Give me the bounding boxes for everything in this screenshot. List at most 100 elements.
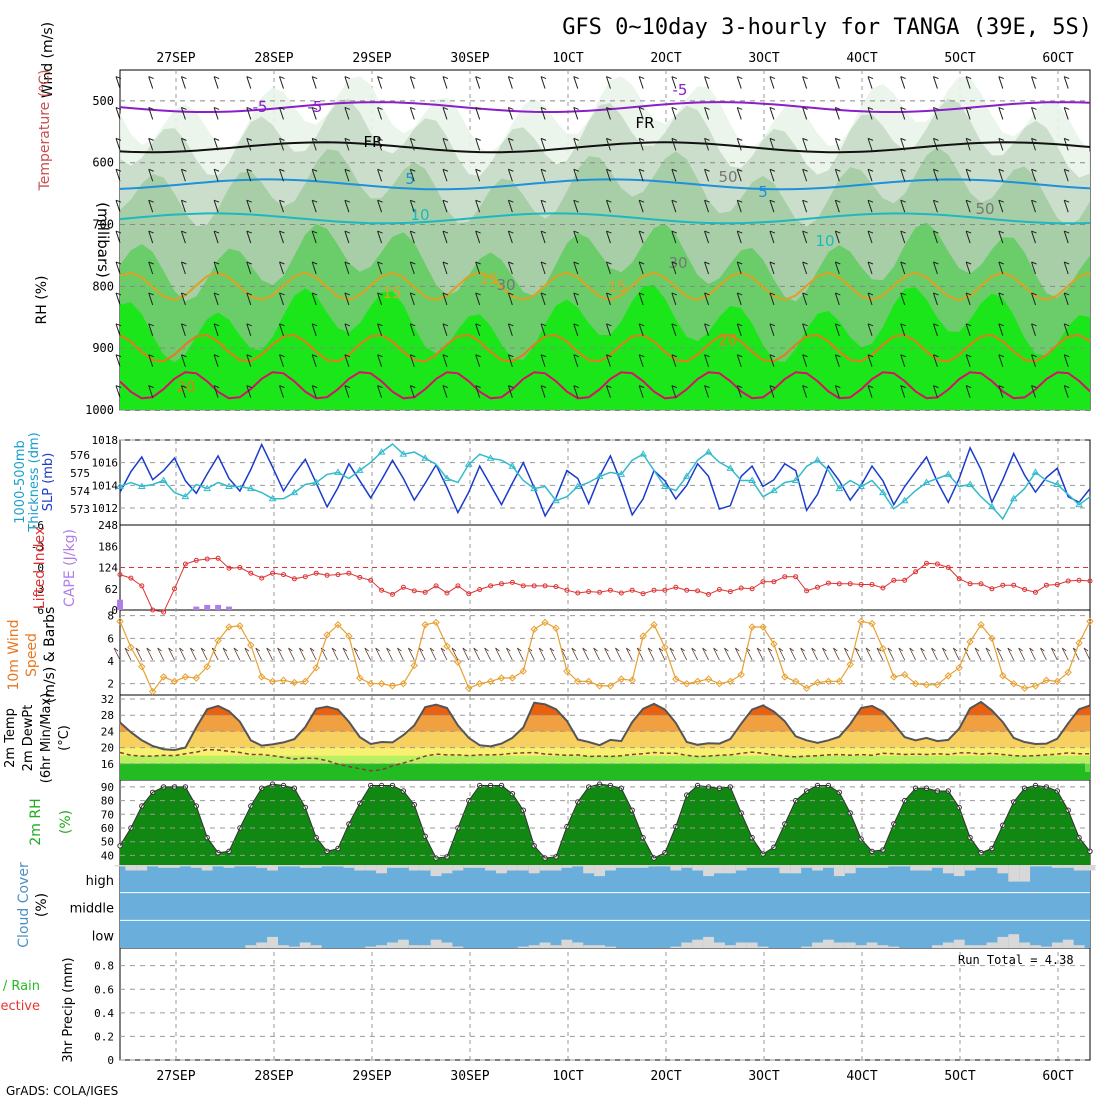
upper-wind-barb	[932, 230, 939, 244]
credit-label: GrADS: COLA/IGES	[6, 1084, 118, 1098]
temp-line	[119, 700, 1091, 752]
cape-tick-label: 62	[105, 583, 118, 596]
wind-barb	[189, 647, 197, 661]
li-line	[119, 557, 1091, 613]
wind-point	[835, 677, 844, 686]
upper-wind-barb	[704, 292, 710, 306]
top-day-tick-label: 2OCT	[650, 51, 681, 66]
contour-label: 10	[410, 206, 429, 224]
upper-wind-barb	[932, 385, 939, 398]
upper-wind-barb	[213, 385, 220, 398]
upper-wind-barb	[279, 199, 285, 213]
upper-wind-barb	[638, 292, 645, 306]
upper-wind-barb	[573, 137, 579, 151]
high-cloud-cell	[1030, 865, 1041, 867]
upper-wind-barb	[932, 76, 939, 89]
low-cloud-cell	[1062, 939, 1074, 948]
wind-barb	[538, 647, 546, 661]
low-cloud-cell	[724, 945, 736, 948]
thickness-point	[879, 488, 887, 496]
wind-barb	[974, 647, 982, 661]
upper-wind-barb	[802, 106, 808, 120]
li-point	[117, 572, 123, 578]
low-cloud-cell	[1051, 942, 1063, 948]
high-cloud-cell	[735, 865, 747, 871]
upper-wind-barb	[475, 323, 481, 336]
cape-tick-label: 186	[98, 540, 118, 553]
contour-label: 30	[668, 254, 687, 272]
li-cape-side-label: CAPE (J/kg)	[62, 529, 78, 607]
li-point	[128, 575, 134, 581]
upper-wind-barb	[573, 323, 579, 336]
upper-wind-barb	[1031, 354, 1037, 367]
upper-wind-barb	[605, 385, 612, 398]
wind-point	[279, 676, 288, 684]
cape-bar	[226, 606, 232, 610]
low-cloud-cell	[812, 942, 823, 948]
upper-wind-barb	[344, 323, 351, 336]
upper-wind-barb	[573, 385, 579, 398]
rh-color-band	[120, 784, 1090, 865]
high-cloud-cell	[441, 865, 453, 874]
upper-wind-barb	[867, 292, 874, 306]
upper-wind-barb	[638, 168, 645, 182]
upper-wind-barb	[148, 106, 154, 120]
wind-point	[323, 631, 331, 639]
upper-wind-barb	[638, 323, 645, 336]
upper-wind-barb	[802, 76, 808, 89]
high-cloud-cell	[975, 865, 987, 868]
upper-wind-barb	[671, 261, 678, 275]
upper-wind-barb	[573, 168, 579, 182]
low-cloud-cell	[855, 945, 867, 948]
wind-barb	[146, 647, 154, 661]
wind-point	[432, 618, 440, 627]
wind-point	[116, 617, 124, 626]
precip-side-label: 3hr Precip (mm)	[61, 957, 76, 1062]
wind-barb	[832, 647, 840, 661]
low-cloud-cell	[801, 946, 813, 948]
upper-wind-barb	[867, 106, 874, 120]
upper-wind-barb	[213, 230, 220, 244]
upper-wind-barb	[377, 292, 383, 306]
wind-barb	[407, 647, 415, 661]
wind-barb	[353, 647, 361, 661]
pressure-tick-label: 800	[92, 279, 114, 293]
low-cloud-cell	[310, 945, 322, 948]
li-point	[248, 570, 254, 576]
upper-wind-barb	[148, 385, 154, 398]
upper-wind-barb	[704, 261, 710, 275]
rh-tick-label: 50	[101, 836, 114, 849]
high-cloud-cell	[823, 865, 834, 868]
top-day-tick-label: 30SEP	[450, 51, 489, 66]
upper-wind-barb	[507, 168, 514, 182]
upper-wind-barb	[834, 137, 841, 151]
li-point	[455, 583, 461, 589]
upper-wind-barb	[867, 230, 874, 244]
high-cloud-cell	[354, 865, 366, 871]
contour-label: -5	[673, 81, 688, 99]
upper-wind-barb	[671, 292, 678, 306]
upper-wind-barb	[115, 106, 122, 120]
upper-wind-barb	[1031, 168, 1037, 182]
low-cloud-cell	[572, 942, 584, 948]
wind-point	[748, 623, 756, 631]
upper-wind-barb	[246, 292, 252, 306]
upper-wind-barb	[900, 106, 906, 120]
low-cloud-cell	[561, 939, 573, 948]
li-cape-side-label: Lifted Index	[32, 527, 48, 609]
low-cloud-cell	[670, 946, 682, 948]
rh-tick-label: 60	[101, 822, 114, 835]
upper-wind-barb	[834, 354, 841, 367]
high-cloud-cell	[1041, 865, 1052, 867]
wind-barb	[952, 647, 960, 661]
slp-tick-label: 1014	[92, 479, 119, 492]
upper-wind-barb	[671, 76, 678, 89]
high-cloud-cell	[1019, 865, 1031, 882]
high-cloud-cell	[888, 865, 900, 867]
upper-wind-barb	[442, 199, 449, 213]
wind-barb	[898, 647, 906, 661]
wind-side-label: 10m Wind	[6, 619, 22, 690]
wind-speed-line	[119, 620, 1091, 693]
temp-side-label: (6hr Min/Max)	[39, 693, 54, 783]
pressure-tick-label: 600	[92, 156, 114, 170]
